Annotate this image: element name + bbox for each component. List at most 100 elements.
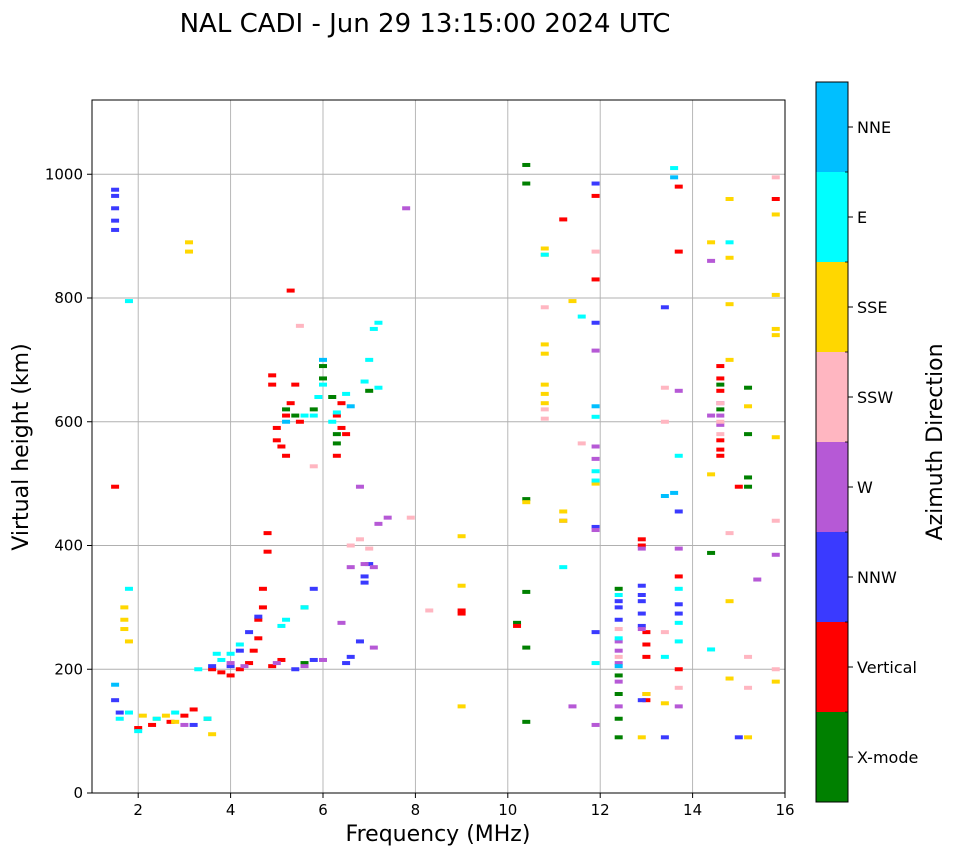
echo-point	[120, 617, 129, 622]
echo-point	[674, 509, 683, 514]
echo-point	[457, 534, 466, 539]
echo-point	[342, 432, 351, 437]
echo-point	[300, 605, 309, 610]
echo-point	[591, 181, 600, 186]
echo-point	[614, 617, 623, 622]
echo-point	[660, 735, 669, 740]
echo-point	[716, 447, 725, 452]
echo-point	[328, 395, 337, 399]
echo-point	[235, 667, 244, 672]
echo-point	[249, 648, 258, 653]
echo-point	[744, 484, 753, 489]
echo-point	[254, 617, 263, 622]
echo-point	[660, 419, 669, 424]
echo-point	[254, 636, 263, 641]
echo-point	[522, 162, 531, 167]
colorbar-segment	[816, 82, 848, 172]
series-ssw	[295, 175, 780, 690]
echo-point	[319, 382, 327, 387]
echo-point	[111, 484, 120, 489]
echo-point	[406, 515, 415, 520]
echo-point	[591, 249, 600, 254]
echo-point	[268, 373, 277, 378]
echo-point	[540, 391, 549, 396]
echo-point	[725, 255, 734, 260]
echo-point	[268, 382, 277, 387]
echo-point	[268, 664, 277, 669]
echo-point	[111, 193, 120, 198]
echo-point	[614, 654, 623, 659]
echo-point	[360, 562, 369, 567]
echo-point	[166, 719, 175, 724]
echo-point	[637, 543, 646, 548]
series-w	[180, 206, 780, 727]
echo-point	[226, 661, 235, 666]
echo-point	[670, 166, 679, 171]
echo-point	[716, 422, 725, 427]
y-axis-label: Virtual height (km)	[9, 343, 34, 550]
echo-point	[226, 664, 235, 669]
echo-point	[540, 351, 549, 356]
echo-point	[744, 385, 753, 390]
echo-point	[614, 673, 623, 678]
echo-point	[300, 664, 309, 669]
echo-point	[185, 240, 194, 245]
echo-point	[282, 407, 291, 412]
echo-point	[365, 357, 374, 362]
echo-point	[674, 667, 683, 672]
echo-point	[637, 583, 646, 588]
echo-point	[591, 524, 600, 529]
echo-point	[744, 475, 753, 480]
echo-point	[614, 648, 623, 653]
x-tick-label: 12	[591, 801, 610, 819]
echo-point	[540, 416, 549, 421]
echo-point	[309, 407, 318, 412]
echo-point	[660, 654, 669, 659]
colorbar-tick-label: X-mode	[857, 748, 918, 767]
series-sse	[120, 197, 780, 740]
echo-point	[568, 704, 577, 709]
echo-point	[513, 623, 522, 628]
colorbar-frame	[815, 81, 849, 803]
colorbar-segment	[816, 352, 848, 442]
x-tick-label: 4	[226, 801, 236, 819]
echo-point	[568, 299, 577, 304]
echo-point	[744, 735, 753, 740]
x-tick-label: 10	[498, 801, 517, 819]
echo-point	[614, 735, 623, 740]
echo-point	[332, 453, 341, 458]
echo-point	[744, 432, 753, 437]
echo-point	[332, 441, 341, 446]
echo-point	[771, 333, 780, 338]
echo-point	[124, 586, 133, 591]
echo-point	[235, 648, 244, 653]
colorbar-segment	[816, 172, 848, 262]
echo-point	[540, 252, 549, 257]
colorbar-tick-label: Vertical	[857, 658, 917, 677]
echo-point	[660, 494, 669, 498]
echo-point	[707, 550, 716, 555]
echo-point	[342, 661, 351, 666]
echo-point	[374, 320, 383, 325]
series-nnw	[111, 181, 743, 740]
echo-point	[614, 664, 623, 669]
echo-point	[314, 395, 323, 399]
echo-point	[180, 722, 189, 727]
echo-point	[522, 719, 531, 724]
echo-point	[355, 484, 364, 489]
echo-point	[369, 645, 378, 650]
echo-point	[642, 654, 651, 659]
colorbar-tick-label: NNE	[857, 118, 891, 137]
echo-point	[637, 611, 646, 616]
colorbar-tick-label: W	[857, 478, 873, 497]
echo-point	[226, 673, 235, 678]
echo-point	[577, 441, 586, 446]
echo-point	[111, 187, 120, 192]
y-tick-label: 1000	[45, 165, 83, 183]
echo-point	[540, 407, 549, 412]
echo-point	[111, 227, 120, 232]
echo-point	[559, 217, 568, 222]
echo-point	[161, 713, 170, 718]
echo-point	[591, 456, 600, 461]
y-tick-label: 0	[73, 784, 83, 802]
